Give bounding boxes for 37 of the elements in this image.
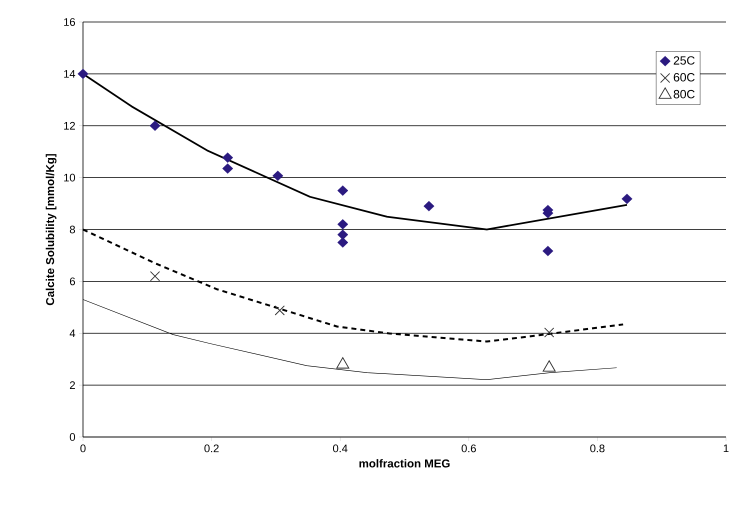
y-tick-label: 14: [64, 70, 76, 78]
x-tick-label: 0.2: [204, 444, 219, 452]
x-axis-title: molfraction MEG: [359, 459, 450, 468]
x-tick-label: 0.8: [590, 444, 605, 452]
point: [542, 246, 554, 256]
y-tick-label: 2: [70, 381, 75, 389]
y-tick-label: 16: [64, 18, 76, 26]
point: [337, 237, 348, 248]
legend-label: 80C: [674, 90, 695, 98]
point: [222, 163, 234, 174]
x-tick-label: 1: [724, 444, 729, 452]
point: [337, 230, 348, 240]
point: [150, 120, 160, 131]
y-tick-label: 12: [64, 122, 75, 130]
legend-label: 60C: [674, 73, 695, 82]
point: [337, 185, 348, 196]
x-tick-label: 0.6: [462, 444, 476, 452]
point: [544, 327, 554, 338]
point: [222, 152, 234, 163]
point: [150, 271, 160, 282]
x-tick-label: 0: [80, 444, 86, 452]
y-tick-label: 4: [70, 329, 76, 338]
y-axis-title: Calcite Solubility [mmol/Kg]: [46, 154, 56, 306]
y-tick-label: 0: [70, 433, 76, 441]
point: [272, 170, 284, 181]
y-tick-label: 6: [70, 278, 76, 286]
x-tick-label: 0.4: [333, 444, 348, 452]
point: [542, 360, 556, 372]
point: [336, 357, 350, 369]
y-tick-label: 8: [70, 226, 76, 234]
point: [424, 200, 434, 212]
legend-label: 25C: [674, 56, 695, 65]
point: [274, 305, 285, 316]
point: [78, 68, 88, 80]
point: [337, 219, 348, 230]
y-tick-label: 10: [64, 174, 76, 182]
point: [622, 194, 632, 204]
